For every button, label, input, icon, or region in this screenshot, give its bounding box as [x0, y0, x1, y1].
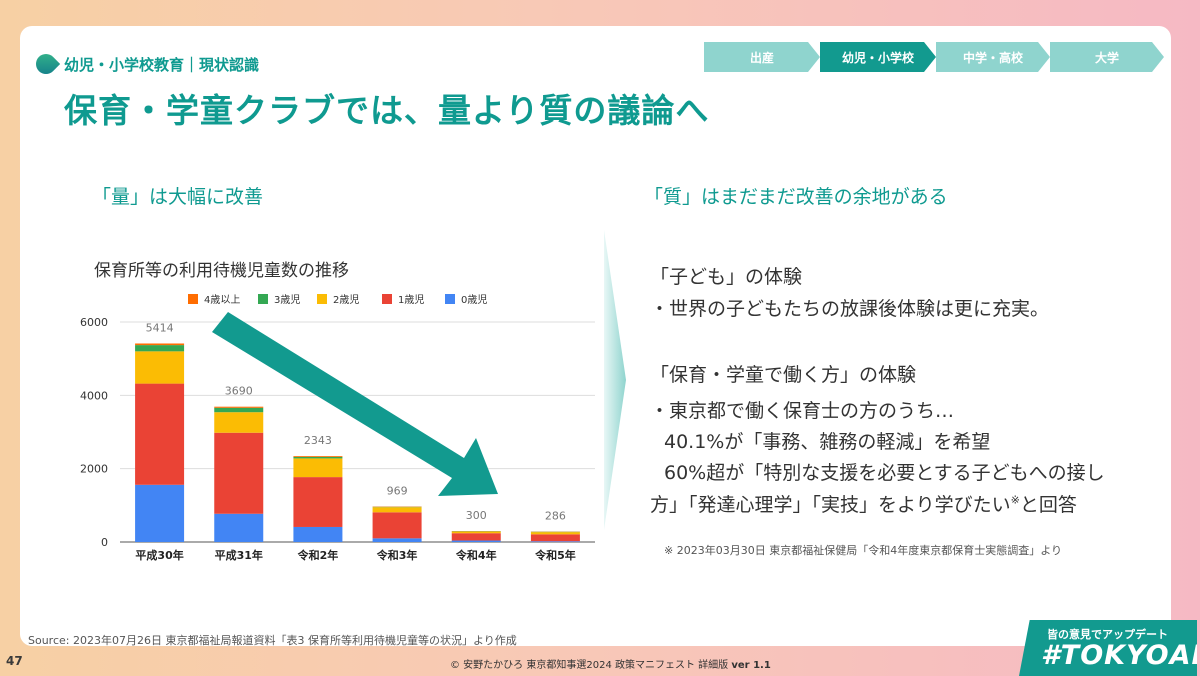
bar-segment: [135, 351, 185, 384]
step-university: 大学: [1050, 42, 1164, 72]
x-tick-label: 平成31年: [215, 548, 263, 562]
badge-tagline: 皆の意見でアップデート: [1047, 628, 1168, 641]
bar-segment: [372, 512, 422, 539]
bar-segment: [451, 533, 501, 541]
bar-segment: [214, 412, 264, 433]
bar-segment: [372, 538, 422, 542]
tokyoai-badge: 皆の意見でアップデート #TOKYOAI: [1019, 620, 1197, 676]
step-birth: 出産: [704, 42, 820, 72]
x-tick-label: 令和5年: [534, 548, 576, 562]
legend-label: 0歳児: [461, 294, 487, 306]
bar-segment: [135, 343, 185, 346]
y-tick-label: 6000: [80, 316, 108, 329]
trend-arrow-shape: [212, 312, 498, 496]
stat-line-3: 方」「発達心理学」「実技」をより学びたい※と回答: [650, 490, 1077, 517]
x-tick-label: 令和4年: [455, 548, 497, 562]
bar-segment: [530, 534, 580, 542]
legend-label: 1歳児: [398, 294, 424, 306]
stat-line-3-main: 方」「発達心理学」「実技」をより学びたい: [650, 494, 1011, 516]
waiting-children-chart: 保育所等の利用待機児童数の推移 4歳以上 3歳児 2歳児 1歳児 0歳児 0 2000 40…: [80, 261, 595, 562]
right-heading: 「質」はまだまだ改善の余地がある: [644, 186, 948, 208]
x-tick-label: 令和2年: [297, 548, 339, 562]
x-tick-label: 令和3年: [376, 548, 418, 562]
section1-title: 「子ども」の体験: [650, 266, 803, 288]
bar-segment: [530, 541, 580, 542]
copyright: © 安野たかひろ 東京都知事選2024 政策マニフェスト 詳細版 ver 1.1: [450, 656, 771, 671]
legend-swatch: [382, 294, 392, 304]
footnote-mark: ※: [1010, 493, 1020, 507]
section2-bullet: ・東京都で働く保育士の方のうち…: [650, 400, 955, 422]
stat-line-2: 60%超が「特別な支援を必要とする子どもへの接し: [664, 462, 1105, 484]
step-label: 出産: [749, 50, 774, 65]
section2-title: 「保育・学童で働く方」の体験: [650, 364, 917, 386]
step-middle-high: 中学・高校: [936, 42, 1050, 72]
bar-segment: [530, 532, 580, 535]
y-tick-label: 0: [101, 536, 108, 549]
bar-segment: [214, 406, 264, 408]
trend-arrow: [212, 312, 498, 496]
chart-bars: [135, 343, 580, 542]
total-label: 5414: [146, 321, 174, 334]
chart-title: 保育所等の利用待機児童数の推移: [94, 261, 349, 281]
chart-x-labels: 平成30年 平成31年 令和2年 令和3年 令和4年 令和5年: [135, 548, 575, 562]
chart-legend: 4歳以上 3歳児 2歳児 1歳児 0歳児: [188, 294, 487, 306]
legend-label: 2歳児: [333, 294, 359, 306]
step-label: 大学: [1094, 50, 1119, 65]
legend-swatch: [317, 294, 327, 304]
stage-steps: 出産 幼児・小学校 中学・高校 大学: [704, 42, 1164, 72]
bar-segment: [451, 540, 501, 542]
bar-segment: [135, 484, 185, 542]
source-citation: Source: 2023年07月26日 東京都福祉局報道資料「表3 保育所等利用…: [28, 634, 517, 647]
legend-swatch: [445, 294, 455, 304]
page-number: 47: [6, 654, 23, 668]
x-tick-label: 平成30年: [135, 548, 183, 562]
total-label: 2343: [304, 434, 332, 447]
chart-total-labels: 5414 3690 2343 969 300 286: [146, 321, 566, 522]
stat-line-3-end: と回答: [1019, 494, 1077, 516]
bar-segment: [372, 507, 422, 513]
bar-segment: [293, 477, 343, 527]
slide-title: 保育・学童クラブでは、量より質の議論へ: [64, 91, 710, 130]
total-label: 969: [387, 484, 408, 497]
total-label: 300: [466, 509, 487, 522]
bar-segment: [214, 407, 264, 413]
bar-segment: [135, 383, 185, 485]
step-preschool-elementary: 幼児・小学校: [820, 42, 936, 72]
legend-swatch: [258, 294, 268, 304]
total-label: 286: [545, 510, 566, 523]
step-label: 幼児・小学校: [841, 50, 914, 65]
legend-swatch: [188, 294, 198, 304]
section-label: 幼児・小学校教育｜現状認識: [31, 49, 260, 79]
y-tick-label: 2000: [80, 463, 108, 476]
legend-label: 3歳児: [274, 294, 300, 306]
bar-segment: [293, 456, 343, 457]
legend-label: 4歳以上: [204, 294, 240, 306]
stat-line-1: 40.1%が「事務、雑務の軽減」を希望: [664, 431, 991, 453]
bar-segment: [451, 531, 501, 534]
bar-segment: [214, 513, 264, 542]
bar-segment: [293, 456, 343, 459]
slide: 幼児・小学校教育｜現状認識 保育・学童クラブでは、量より質の議論へ 出産 幼児・…: [20, 26, 1171, 647]
bar-segment: [293, 526, 343, 542]
badge-hashtag: #TOKYOAI: [1041, 640, 1200, 671]
version: ver 1.1: [731, 660, 771, 671]
left-heading: 「量」は大幅に改善: [92, 186, 264, 208]
section1-bullet: ・世界の子どもたちの放課後体験は更に充実。: [650, 298, 1050, 320]
step-label: 中学・高校: [962, 50, 1023, 65]
section-label-text: 幼児・小学校教育｜現状認識: [64, 55, 260, 74]
bar-segment: [293, 458, 343, 478]
bar-segment: [214, 432, 264, 514]
y-tick-label: 4000: [80, 389, 108, 402]
bar-segment: [135, 345, 185, 352]
copyright-main: © 安野たかひろ 東京都知事選2024 政策マニフェスト 詳細版: [450, 660, 729, 671]
survey-note: ※ 2023年03月30日 東京都福祉保健局「令和4年度東京都保育士実態調査」よ…: [664, 544, 1062, 557]
total-label: 3690: [225, 385, 253, 398]
